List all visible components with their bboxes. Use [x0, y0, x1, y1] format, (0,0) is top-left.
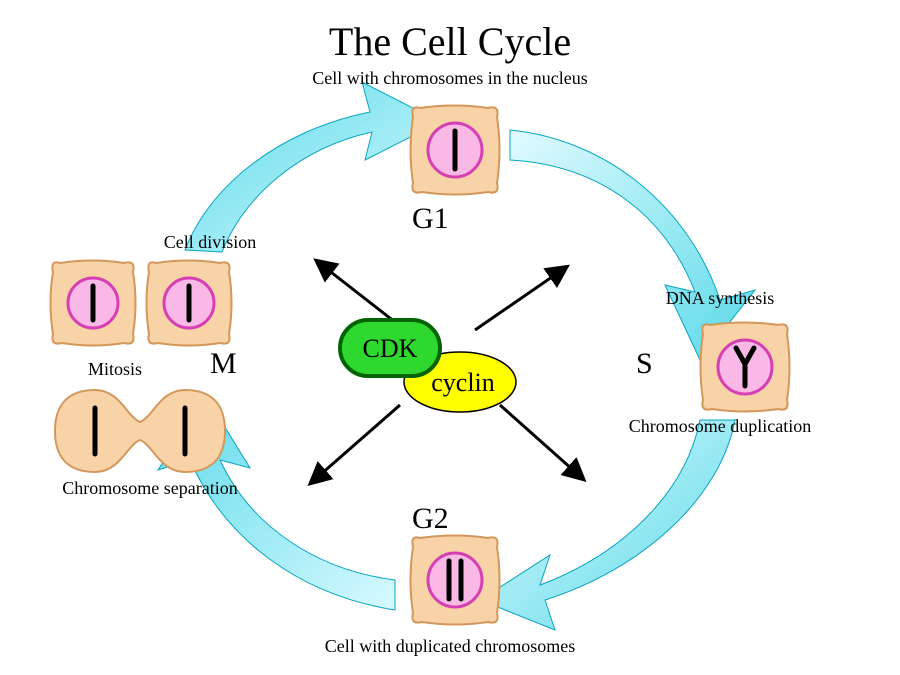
cycle-arrow-s-to-g2: [480, 420, 735, 630]
cell-s: [701, 323, 790, 412]
cyclin-label: cyclin: [431, 368, 495, 397]
diagram-svg: CDK cyclin G1 S G2 M Cell with chromosom…: [0, 0, 900, 675]
center-arrow-ll: [312, 405, 400, 482]
cell-m-right: [147, 261, 232, 346]
center-proteins: CDK cyclin: [340, 320, 516, 412]
caption-cell-division: Cell division: [164, 232, 257, 252]
cycle-arrow-m-to-g1: [185, 82, 440, 252]
phase-m: M: [210, 347, 237, 380]
center-arrow-lr: [500, 405, 582, 478]
caption-dna-synth: DNA synthesis: [666, 288, 775, 308]
cell-separating: [55, 390, 225, 472]
caption-bottom: Cell with duplicated chromosomes: [325, 636, 575, 656]
cell-g1: [411, 106, 500, 195]
cell-m-left: [51, 261, 136, 346]
cdk-label: CDK: [363, 334, 418, 363]
cell-g2: [411, 536, 500, 625]
diagram-stage: { "title": { "text": "The Cell Cycle", "…: [0, 0, 900, 675]
phase-g1: G1: [412, 202, 449, 235]
caption-chrom-dup: Chromosome duplication: [629, 416, 811, 436]
center-arrow-ul: [318, 262, 395, 322]
caption-chrom-sep: Chromosome separation: [62, 478, 237, 498]
phase-s: S: [636, 347, 653, 380]
caption-top: Cell with chromosomes in the nucleus: [312, 68, 587, 88]
caption-mitosis: Mitosis: [88, 359, 142, 379]
phase-g2: G2: [412, 502, 449, 535]
center-arrow-ur: [475, 268, 565, 330]
